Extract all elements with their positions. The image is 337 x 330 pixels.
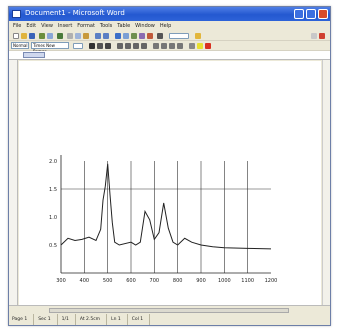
preview-icon[interactable] (47, 33, 53, 39)
standard-toolbar (9, 31, 330, 41)
x-tick-label: 1000 (218, 278, 231, 284)
word-window: Document1 - Microsoft Word File Edit Vie… (8, 6, 331, 326)
font-size-box[interactable] (73, 43, 83, 49)
align-center-icon[interactable] (125, 43, 131, 49)
menu-edit[interactable]: Edit (26, 23, 37, 29)
horizontal-scrollbar[interactable] (9, 305, 330, 314)
bullets-icon[interactable] (161, 43, 167, 49)
menu-tools[interactable]: Tools (99, 23, 113, 29)
status-page: Page 1 (12, 314, 35, 325)
justify-icon[interactable] (141, 43, 147, 49)
save-icon[interactable] (29, 33, 35, 39)
scroll-thumb[interactable] (49, 308, 289, 313)
copy-icon[interactable] (75, 33, 81, 39)
borders-icon[interactable] (189, 43, 195, 49)
font-dropdown[interactable]: Times New Roman (31, 42, 69, 54)
menu-window[interactable]: Window (135, 23, 155, 29)
menu-insert[interactable]: Insert (57, 23, 73, 29)
y-tick-label: 2.0 (49, 159, 57, 165)
spectrum-line (60, 163, 272, 250)
menu-bar: File Edit View Insert Format Tools Table… (9, 21, 330, 31)
bold-icon[interactable] (89, 43, 95, 49)
x-tick-label: 900 (196, 278, 206, 284)
increase-indent-icon[interactable] (177, 43, 183, 49)
y-tick-label: 0.5 (49, 243, 57, 249)
x-tick-label: 1200 (265, 278, 278, 284)
ruler-margin-marker[interactable] (23, 52, 45, 58)
x-tick-label: 800 (173, 278, 183, 284)
open-icon[interactable] (21, 33, 27, 39)
status-at: At 2.5cm (80, 314, 108, 325)
paste-icon[interactable] (83, 33, 89, 39)
menu-help[interactable]: Help (159, 23, 172, 29)
underline-icon[interactable] (105, 43, 111, 49)
status-col: Col 1 (132, 314, 151, 325)
zoom-box[interactable] (169, 33, 189, 39)
status-section: Sec 1 (38, 314, 58, 325)
status-line: Ln 1 (111, 314, 128, 325)
vertical-scrollbar[interactable] (322, 60, 330, 305)
minimize-button[interactable] (294, 9, 304, 19)
menu-view[interactable]: View (41, 23, 53, 29)
spectrum-chart: 300 400 500 600 700 800 900 1000 1100 1200 0.5 1.0 1… (49, 155, 278, 284)
formatting-toolbar: Normal Times New Roman (9, 41, 330, 54)
close-button[interactable] (318, 9, 328, 19)
status-pages: 1/1 (62, 314, 76, 325)
x-tick-label: 500 (103, 278, 113, 284)
align-left-icon[interactable] (117, 43, 123, 49)
title-bar[interactable]: Document1 - Microsoft Word (9, 7, 330, 21)
drawing-icon[interactable] (147, 33, 153, 39)
new-icon[interactable] (13, 33, 19, 39)
x-tick-label: 700 (150, 278, 160, 284)
y-tick-label: 1.5 (49, 187, 57, 193)
spelling-icon[interactable] (57, 33, 63, 39)
show-hide-icon[interactable] (157, 33, 163, 39)
horizontal-ruler[interactable] (9, 51, 330, 60)
word-app-icon (12, 10, 21, 18)
menu-format[interactable]: Format (77, 23, 95, 29)
italic-icon[interactable] (97, 43, 103, 49)
menu-file[interactable]: File (13, 23, 22, 29)
vertical-ruler[interactable] (9, 60, 18, 305)
style-dropdown[interactable]: Normal (11, 42, 29, 49)
align-right-icon[interactable] (133, 43, 139, 49)
print-icon[interactable] (39, 33, 45, 39)
cut-icon[interactable] (67, 33, 73, 39)
redo-icon[interactable] (103, 33, 109, 39)
hyperlink-icon[interactable] (115, 33, 121, 39)
document-page[interactable]: 300 400 500 600 700 800 900 1000 1100 1200 0.5 1.0 1… (19, 61, 321, 305)
y-tick-label: 1.0 (49, 215, 57, 221)
font-color-icon[interactable] (205, 43, 211, 49)
undo-icon[interactable] (95, 33, 101, 39)
numbering-icon[interactable] (153, 43, 159, 49)
table-icon[interactable] (123, 33, 129, 39)
menu-table[interactable]: Table (117, 23, 131, 29)
decrease-indent-icon[interactable] (169, 43, 175, 49)
x-tick-label: 1100 (241, 278, 254, 284)
x-tick-label: 400 (80, 278, 90, 284)
close-doc-icon[interactable] (319, 33, 325, 39)
toolbar-options-icon[interactable] (311, 33, 317, 39)
x-tick-label: 300 (56, 278, 66, 284)
columns-icon[interactable] (139, 33, 145, 39)
window-title: Document1 - Microsoft Word (25, 9, 125, 17)
maximize-button[interactable] (306, 9, 316, 19)
status-bar: Page 1 Sec 1 1/1 At 2.5cm Ln 1 Col 1 (9, 314, 330, 325)
x-tick-label: 600 (126, 278, 136, 284)
excel-icon[interactable] (131, 33, 137, 39)
highlight-icon[interactable] (197, 43, 203, 49)
help-icon[interactable] (195, 33, 201, 39)
